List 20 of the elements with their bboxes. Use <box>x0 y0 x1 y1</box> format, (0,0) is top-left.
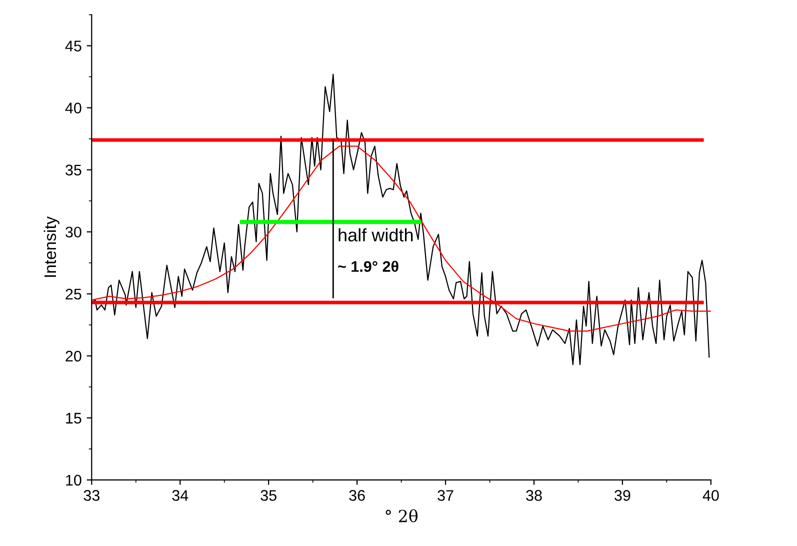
y-tick-label: 35 <box>66 164 82 176</box>
x-tick-label: 34 <box>172 490 188 501</box>
y-axis-title: Intensity <box>44 216 60 277</box>
y-tick-label: 20 <box>66 350 82 362</box>
x-tick-label: 35 <box>260 490 276 501</box>
x-tick-label: 38 <box>526 490 542 501</box>
annotation: ~ 1.9° 2θ <box>338 260 398 272</box>
x-tick-label: 33 <box>84 490 100 501</box>
y-tick-label: 10 <box>66 474 82 486</box>
y-tick-label: 40 <box>65 102 82 114</box>
x-tick-label: 36 <box>349 490 365 501</box>
y-tick-label: 30 <box>66 226 82 238</box>
x-tick-label: 40 <box>702 490 719 501</box>
annotation: half width <box>338 228 413 242</box>
x-axis-title: ° 2θ <box>386 509 418 522</box>
y-tick-label: 15 <box>66 412 82 424</box>
x-tick-label: 39 <box>614 490 630 501</box>
y-tick-label: 45 <box>65 40 82 52</box>
y-tick-label: 25 <box>66 288 82 300</box>
x-tick-label: 37 <box>438 490 454 501</box>
